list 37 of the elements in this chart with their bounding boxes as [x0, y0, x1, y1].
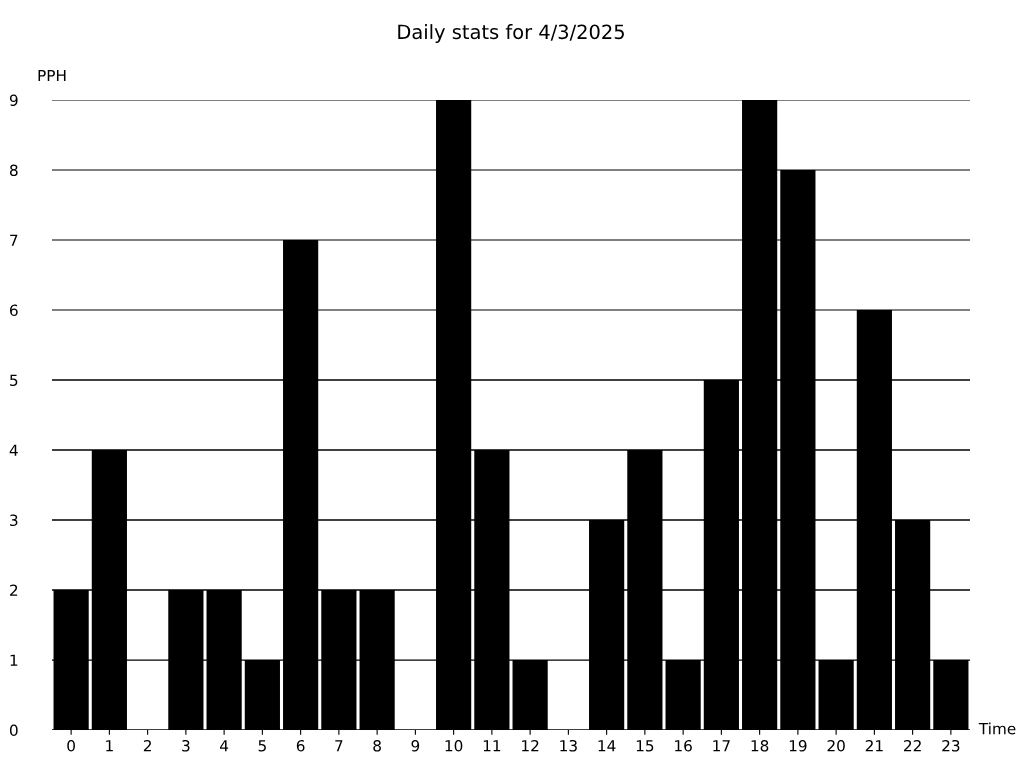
x-tick-label: 2	[143, 739, 151, 752]
y-tick-label: 2	[10, 584, 18, 596]
x-tick-label: 10	[445, 739, 463, 752]
x-tick-label: 20	[827, 739, 845, 752]
y-tick-label: 5	[10, 374, 18, 387]
x-tick-label: 23	[942, 739, 960, 752]
y-tick-label: 3	[10, 514, 18, 527]
x-tick-label: 11	[483, 740, 501, 752]
x-tick-label: 8	[373, 739, 381, 752]
x-tick-label: 6	[296, 739, 305, 752]
y-tick-label: 9	[9, 94, 18, 107]
y-tick-label: 1	[10, 654, 18, 666]
x-tick-label: 17	[713, 740, 730, 752]
y-axis-title: PPH	[38, 69, 66, 82]
x-tick-label: 0	[67, 739, 75, 752]
y-tick-label: 8	[9, 164, 18, 177]
x-tick-label: 1	[106, 740, 113, 752]
x-tick-label: 14	[598, 740, 616, 752]
y-tick-label: 4	[9, 444, 18, 456]
y-tick-label: 0	[9, 724, 18, 737]
x-tick-label: 18	[751, 739, 769, 752]
x-tick-label: 22	[904, 739, 921, 752]
x-tick-label: 9	[411, 739, 420, 752]
y-tick-label: 6	[10, 304, 18, 317]
x-axis-title: Time	[978, 722, 1016, 735]
x-tick-label: 15	[636, 740, 654, 752]
x-tick-label: 3	[182, 739, 190, 752]
x-tick-label: 16	[675, 739, 692, 752]
x-tick-label: 5	[258, 740, 266, 752]
x-tick-label: 21	[865, 739, 883, 752]
chart-title: Daily stats for 4/3/2025	[398, 24, 624, 43]
x-tick-label: 19	[789, 739, 807, 752]
x-tick-label: 13	[560, 739, 577, 752]
x-tick-label: 12	[522, 739, 539, 752]
x-tick-label: 7	[335, 740, 343, 752]
x-tick-label: 4	[220, 740, 229, 752]
y-tick-label: 7	[10, 234, 18, 246]
